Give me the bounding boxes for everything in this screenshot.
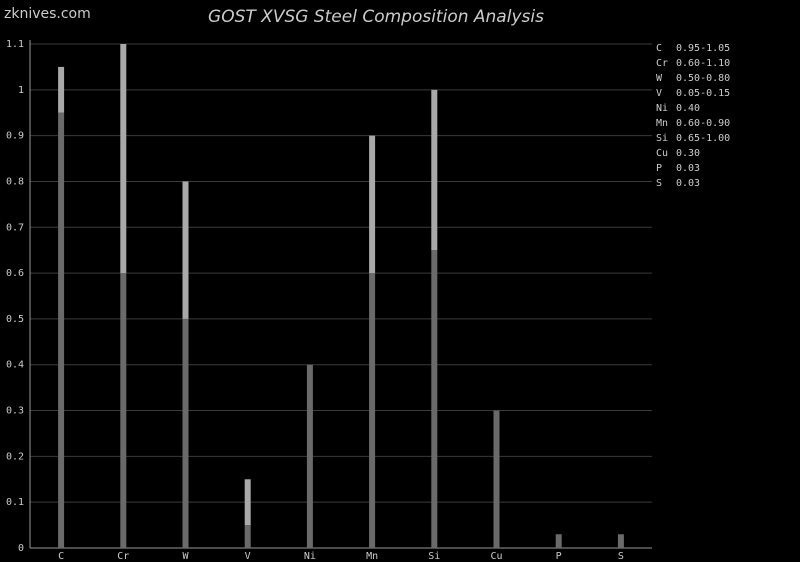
legend-range: 0.03 [676, 178, 700, 189]
bar-base [431, 250, 438, 548]
legend-range: 0.65-1.00 [676, 133, 730, 144]
legend-range: 0.03 [676, 163, 700, 174]
bar-range [244, 479, 251, 526]
y-tick-label: 0.2 [6, 451, 24, 462]
legend-element: Cu [656, 148, 668, 159]
bar-range [182, 181, 189, 319]
legend-range: 0.40 [676, 103, 700, 114]
bar [493, 410, 500, 548]
bar-range [369, 135, 376, 274]
bar-base [182, 318, 189, 548]
legend-range: 0.05-0.15 [676, 88, 730, 99]
legend-range: 0.60-1.10 [676, 58, 730, 69]
bar-base [244, 525, 251, 548]
legend-range: 0.95-1.05 [676, 43, 730, 54]
y-tick-label: 0 [18, 543, 24, 554]
x-tick-label: Mn [366, 551, 378, 562]
legend-range: 0.60-0.90 [676, 118, 730, 129]
y-tick-label: 0.1 [6, 497, 24, 508]
y-tick-label: 0.3 [6, 406, 24, 417]
x-tick-label: Cr [117, 551, 129, 562]
bar [555, 534, 562, 548]
x-tick-label: P [556, 551, 562, 562]
x-tick-label: V [245, 551, 251, 562]
x-tick-label: Cu [490, 551, 502, 562]
legend-range: 0.30 [676, 148, 700, 159]
bar-base [58, 112, 65, 549]
chart-title: GOST XVSG Steel Composition Analysis [208, 7, 544, 27]
legend-element: Si [656, 133, 668, 144]
y-tick-label: 0.6 [6, 268, 24, 279]
x-tick-label: C [58, 551, 64, 562]
legend-range: 0.50-0.80 [676, 73, 730, 84]
y-tick-label: 0.8 [6, 176, 24, 187]
bar-base [369, 273, 376, 548]
bar-base [120, 273, 127, 548]
y-tick-label: 0.7 [6, 222, 24, 233]
legend-element: Ni [656, 103, 668, 114]
legend-element: V [656, 88, 662, 99]
y-tick-label: 1.1 [6, 39, 24, 50]
bar-range [120, 44, 127, 274]
y-tick-label: 1 [18, 85, 24, 96]
site-watermark: zknives.com [4, 6, 91, 22]
legend-element: C [656, 43, 662, 54]
legend-element: Mn [656, 118, 668, 129]
x-tick-label: Si [428, 551, 440, 562]
legend-element: W [656, 73, 663, 84]
y-tick-label: 0.5 [6, 314, 24, 325]
y-tick-label: 0.4 [6, 360, 24, 371]
bar-range [58, 66, 65, 113]
legend-element: S [656, 178, 662, 189]
legend-element: Cr [656, 58, 668, 69]
bar-range [431, 89, 438, 251]
x-tick-label: S [618, 551, 624, 562]
x-tick-label: Ni [304, 551, 316, 562]
legend-element: P [656, 163, 662, 174]
bar [306, 364, 313, 548]
y-tick-label: 0.9 [6, 131, 24, 142]
bar [617, 534, 624, 548]
x-tick-label: W [182, 551, 189, 562]
